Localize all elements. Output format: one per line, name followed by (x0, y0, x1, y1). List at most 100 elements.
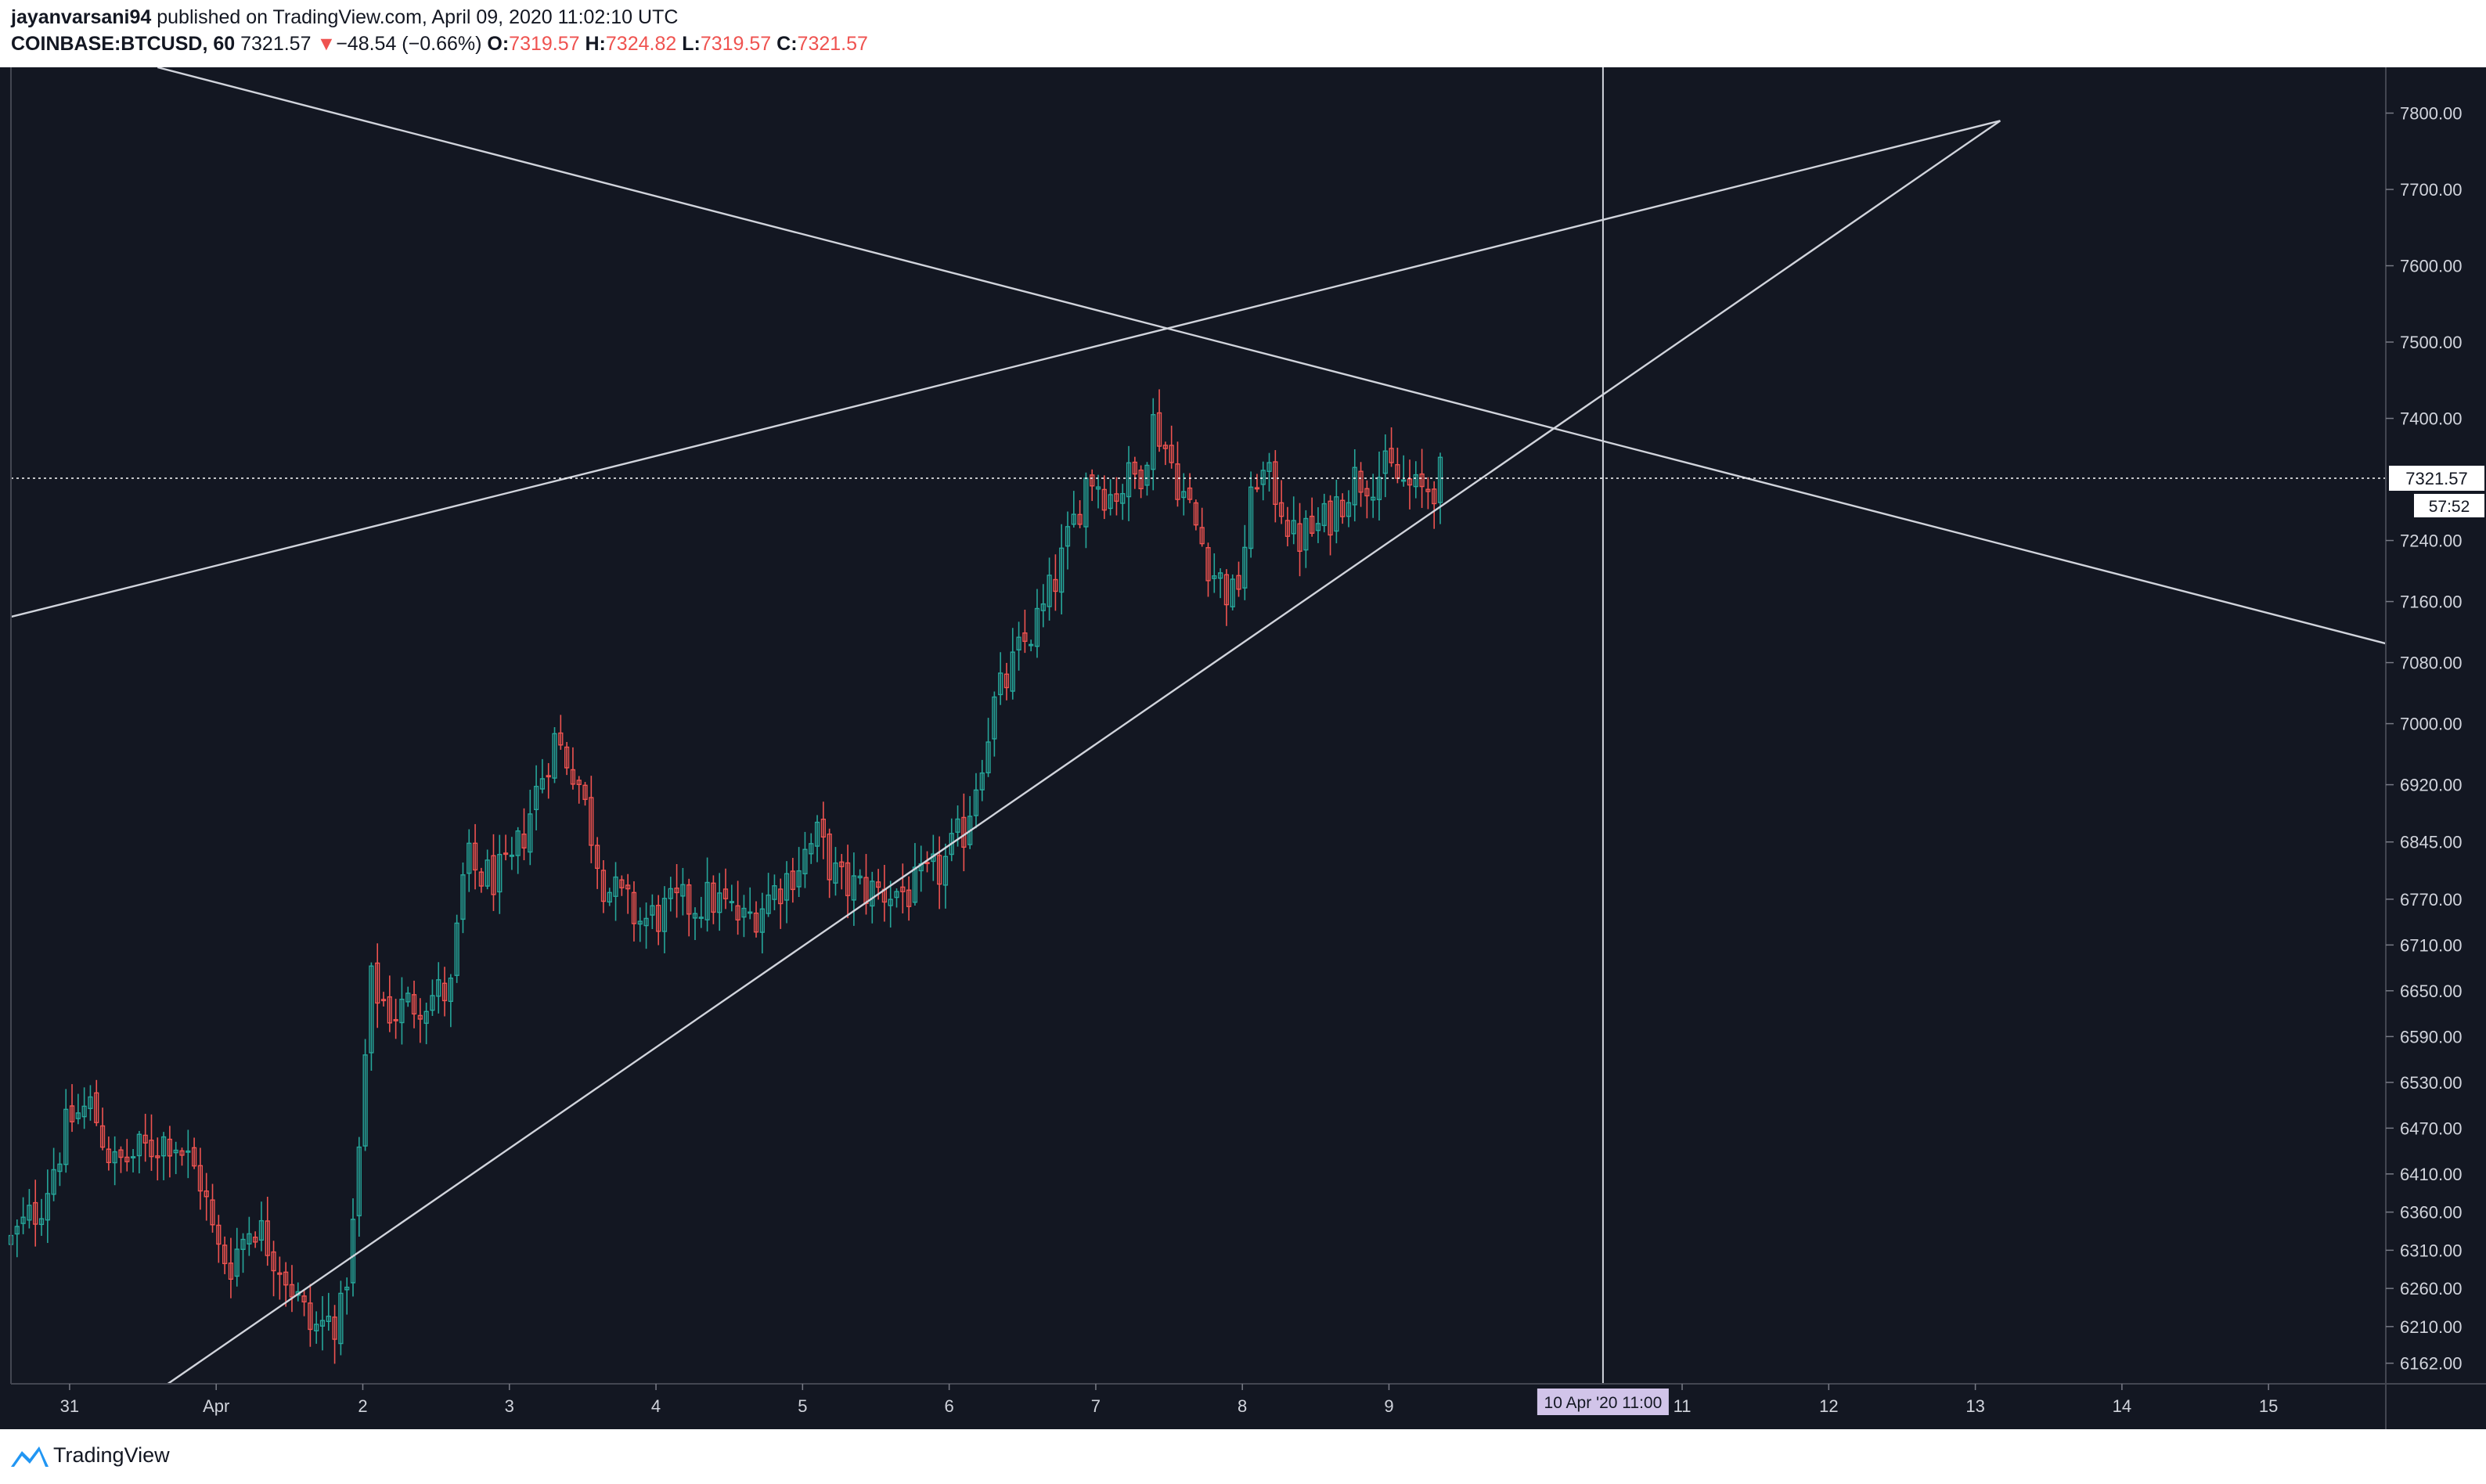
candle[interactable] (1175, 441, 1180, 507)
candle[interactable] (375, 943, 380, 1028)
candle[interactable] (1248, 471, 1254, 558)
candle[interactable] (1156, 389, 1162, 452)
candle[interactable] (393, 999, 398, 1039)
candle[interactable] (515, 827, 521, 874)
candle[interactable] (1193, 499, 1198, 531)
candle[interactable] (118, 1146, 124, 1173)
candle[interactable] (680, 867, 686, 916)
candle[interactable] (204, 1172, 209, 1221)
candle[interactable] (503, 834, 509, 861)
candle[interactable] (1126, 445, 1132, 521)
candle[interactable] (430, 979, 435, 1016)
candle[interactable] (888, 881, 893, 928)
candle[interactable] (1162, 441, 1168, 466)
candle[interactable] (99, 1108, 106, 1151)
candle[interactable] (686, 878, 692, 937)
symbol-name[interactable]: COINBASE:BTCUSD, 60 (11, 33, 236, 55)
candle[interactable] (271, 1241, 276, 1297)
candle[interactable] (1138, 465, 1144, 499)
candle[interactable] (741, 895, 747, 938)
candle[interactable] (20, 1197, 26, 1234)
candle[interactable] (759, 892, 765, 954)
candle[interactable] (57, 1152, 63, 1187)
price-chart[interactable]: 7800.00 7700.00 7600.00 7500.00 7400.00 7240.… (0, 67, 2486, 1429)
candle[interactable] (1053, 554, 1058, 611)
candle[interactable] (589, 776, 594, 863)
candle[interactable] (753, 901, 759, 938)
candle[interactable] (45, 1169, 50, 1244)
candle[interactable] (1217, 568, 1223, 599)
price-axis[interactable]: 7800.00 7700.00 7600.00 7500.00 7400.00 7240.… (2386, 104, 2463, 1374)
candle[interactable] (362, 1039, 368, 1151)
candle[interactable] (308, 1284, 313, 1347)
candle[interactable] (1205, 542, 1211, 597)
candle[interactable] (1003, 662, 1010, 701)
candle[interactable] (1352, 449, 1357, 522)
candle[interactable] (1120, 484, 1126, 520)
candle[interactable] (1401, 455, 1407, 487)
candle[interactable] (619, 875, 625, 896)
candle[interactable] (650, 894, 655, 929)
candle[interactable] (51, 1147, 56, 1201)
candle[interactable] (38, 1198, 45, 1236)
candle[interactable] (173, 1141, 178, 1175)
candle[interactable] (1065, 511, 1071, 570)
candle[interactable] (912, 843, 918, 906)
candle[interactable] (1266, 452, 1272, 492)
candle[interactable] (546, 762, 551, 799)
candle[interactable] (539, 758, 546, 794)
candle[interactable] (1340, 493, 1346, 524)
candle[interactable] (521, 808, 527, 861)
candle[interactable] (405, 986, 411, 1007)
candle[interactable] (1321, 493, 1327, 533)
trendline-3[interactable] (157, 67, 2387, 645)
candle[interactable] (1101, 475, 1107, 520)
candle[interactable] (1095, 474, 1101, 509)
candle[interactable] (1279, 480, 1284, 524)
candle[interactable] (210, 1183, 215, 1233)
candle[interactable] (81, 1087, 87, 1129)
candle[interactable] (1029, 639, 1034, 652)
candle[interactable] (338, 1280, 344, 1356)
candle[interactable] (979, 759, 985, 801)
candle[interactable] (1315, 507, 1321, 543)
candle[interactable] (167, 1126, 173, 1178)
candle[interactable] (528, 789, 533, 866)
candle[interactable] (1169, 425, 1174, 469)
candle[interactable] (387, 975, 392, 1032)
candle[interactable] (277, 1256, 283, 1300)
candle[interactable] (160, 1132, 167, 1180)
tradingview-brand[interactable]: TradingView (53, 1443, 170, 1467)
candle[interactable] (319, 1295, 326, 1351)
candle[interactable] (625, 873, 631, 914)
candle[interactable] (845, 845, 851, 919)
candle[interactable] (33, 1180, 38, 1247)
candle[interactable] (301, 1290, 307, 1317)
candle[interactable] (417, 998, 423, 1043)
candle[interactable] (1407, 459, 1413, 510)
candle[interactable] (1297, 502, 1302, 577)
candle[interactable] (1181, 473, 1187, 516)
candle[interactable] (564, 741, 570, 776)
candle[interactable] (88, 1085, 93, 1121)
candle[interactable] (75, 1093, 81, 1125)
candle[interactable] (656, 895, 661, 946)
candle[interactable] (1291, 496, 1296, 545)
candle[interactable] (94, 1079, 99, 1126)
candle[interactable] (833, 847, 838, 896)
candle[interactable] (607, 888, 612, 906)
candle[interactable] (1376, 452, 1382, 521)
candle[interactable] (344, 1277, 350, 1315)
trendline-2[interactable] (167, 120, 2001, 1385)
candle[interactable] (961, 793, 967, 872)
candle[interactable] (1199, 507, 1205, 547)
candle[interactable] (1334, 479, 1339, 544)
candle[interactable] (1071, 491, 1076, 528)
candle[interactable] (149, 1114, 154, 1171)
candle[interactable] (186, 1129, 191, 1179)
trendline-1[interactable] (10, 120, 2001, 618)
candle[interactable] (1242, 524, 1248, 600)
candle[interactable] (485, 849, 490, 890)
candle[interactable] (613, 862, 618, 921)
candle[interactable] (1389, 427, 1394, 467)
